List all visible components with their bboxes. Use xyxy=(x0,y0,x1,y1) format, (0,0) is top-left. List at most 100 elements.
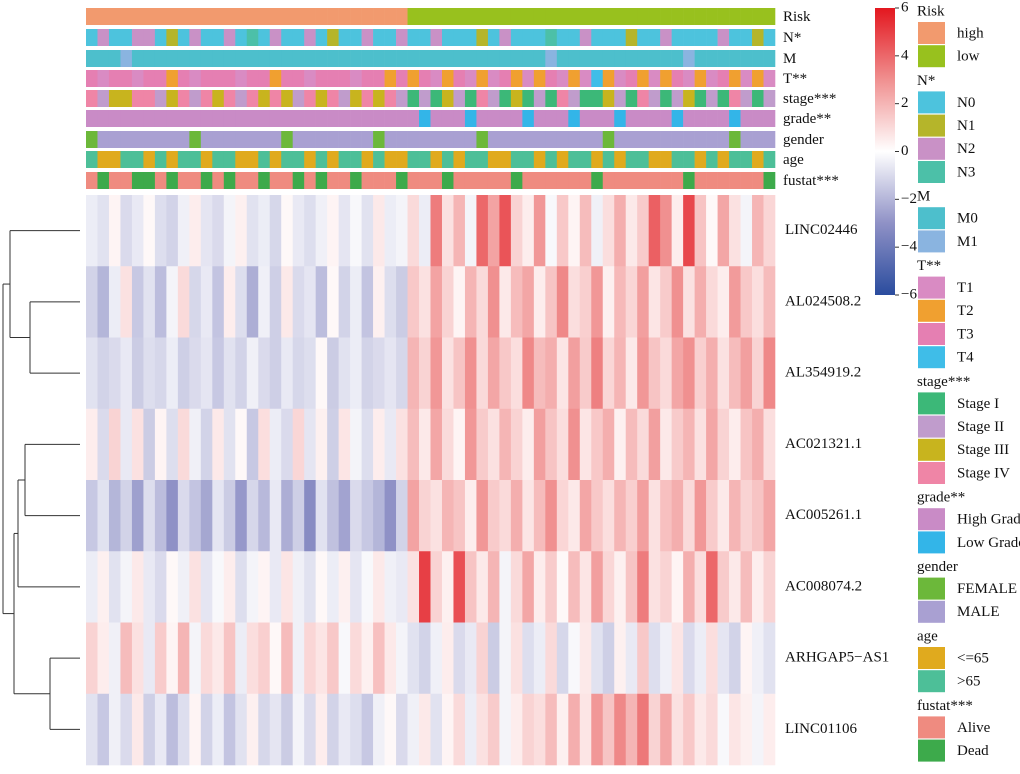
heatmap-cell xyxy=(499,337,512,410)
annotation-cell xyxy=(522,151,535,168)
annotation-cell xyxy=(625,110,638,127)
annotation-cell xyxy=(522,29,535,46)
heatmap-cell xyxy=(763,408,776,481)
annotation-cell xyxy=(108,8,121,25)
annotation-cell xyxy=(166,151,179,168)
heatmap-cell xyxy=(510,622,523,695)
annotation-cell xyxy=(154,90,167,107)
annotation-cell xyxy=(614,151,627,168)
annotation-cell xyxy=(315,90,328,107)
annotation-cell xyxy=(327,50,339,67)
annotation-cell xyxy=(579,131,592,148)
legend-swatch xyxy=(918,230,945,253)
heatmap-cell xyxy=(706,408,718,481)
annotation-cell xyxy=(648,131,661,148)
heatmap-cell xyxy=(304,266,316,338)
annotation-cell xyxy=(258,50,271,67)
heatmap-cell xyxy=(86,195,98,267)
annotation-cell xyxy=(510,151,523,168)
heatmap-cell xyxy=(327,195,339,267)
heatmap-cell xyxy=(487,480,500,552)
annotation-cell xyxy=(476,131,489,148)
legend-swatch xyxy=(918,91,945,114)
heatmap-cell xyxy=(86,622,98,695)
heatmap-cell xyxy=(223,266,236,338)
legend-label: Stage III xyxy=(957,442,1009,458)
annotation-cell xyxy=(154,110,167,127)
annotation-cell xyxy=(166,29,179,46)
heatmap-cell xyxy=(396,266,408,338)
annotation-cell xyxy=(499,131,512,148)
heatmap-cell xyxy=(464,480,477,552)
heatmap-cell xyxy=(717,408,730,481)
heatmap-cell xyxy=(304,480,316,552)
heatmap-cell xyxy=(292,195,305,267)
annotation-cell xyxy=(717,29,730,46)
annotation-cell xyxy=(706,151,718,168)
annotation-cell xyxy=(177,151,190,168)
annotation-cell xyxy=(246,50,259,67)
heatmap-cell xyxy=(602,337,615,410)
annotation-cell xyxy=(304,90,316,107)
heatmap-cell xyxy=(464,195,477,267)
legend-swatch xyxy=(918,137,945,160)
annotation-cell xyxy=(384,29,397,46)
heatmap-cell xyxy=(556,195,569,267)
heatmap-cell xyxy=(315,622,328,695)
annotation-cell xyxy=(533,172,546,189)
heatmap-cell xyxy=(246,693,259,766)
annotation-cell xyxy=(120,131,133,148)
annotation-cell xyxy=(717,110,730,127)
heatmap-cell xyxy=(430,408,443,481)
heatmap-cell xyxy=(223,337,236,410)
heatmap-cell xyxy=(384,195,397,267)
heatmap-cell xyxy=(223,408,236,481)
heatmap-cell xyxy=(315,480,328,552)
annotation-cell xyxy=(131,8,144,25)
heatmap-cell xyxy=(338,622,351,695)
annotation-cell xyxy=(694,29,707,46)
heatmap-cell xyxy=(108,480,121,552)
annotation-cell xyxy=(108,151,121,168)
heatmap-cell xyxy=(304,195,316,267)
annotation-cell xyxy=(591,110,604,127)
annotation-cell xyxy=(361,172,374,189)
heatmap-cell xyxy=(556,266,569,338)
heatmap-cell xyxy=(637,195,649,267)
annotation-cell xyxy=(200,8,213,25)
annotation-cell xyxy=(740,29,753,46)
annotation-cell xyxy=(258,90,271,107)
annotation-cell xyxy=(327,110,339,127)
heatmap-cell xyxy=(487,337,500,410)
annotation-cell xyxy=(533,29,546,46)
heatmap-cell xyxy=(683,551,695,623)
annotation-cell xyxy=(706,70,718,87)
heatmap-cell xyxy=(476,622,489,695)
heatmap-cell xyxy=(717,337,730,410)
heatmap-cell xyxy=(154,337,167,410)
annotation-cell xyxy=(350,29,362,46)
annotation-cell xyxy=(246,90,259,107)
annotation-cell xyxy=(223,90,236,107)
annotation-cell xyxy=(625,50,638,67)
heatmap-cell xyxy=(579,408,592,481)
annotation-cell xyxy=(556,172,569,189)
annotation-cell xyxy=(154,70,167,87)
annotation-cell xyxy=(740,131,753,148)
heatmap-cell xyxy=(763,480,776,552)
heatmap-cell xyxy=(441,551,454,623)
legend-label: T4 xyxy=(957,350,974,366)
heatmap-cell xyxy=(373,693,385,766)
annotation-cell xyxy=(419,151,431,168)
annotation-cell xyxy=(556,29,569,46)
heatmap-cell xyxy=(602,551,615,623)
heatmap-cell xyxy=(453,195,466,267)
heatmap-cell xyxy=(717,266,730,338)
heatmap-cell xyxy=(660,622,672,695)
annotation-cell xyxy=(350,131,362,148)
annotation-cell xyxy=(235,90,248,107)
annotation-cell xyxy=(269,110,282,127)
heatmap-cell xyxy=(430,622,443,695)
heatmap-cell xyxy=(499,408,512,481)
heatmap-cell xyxy=(568,480,581,552)
